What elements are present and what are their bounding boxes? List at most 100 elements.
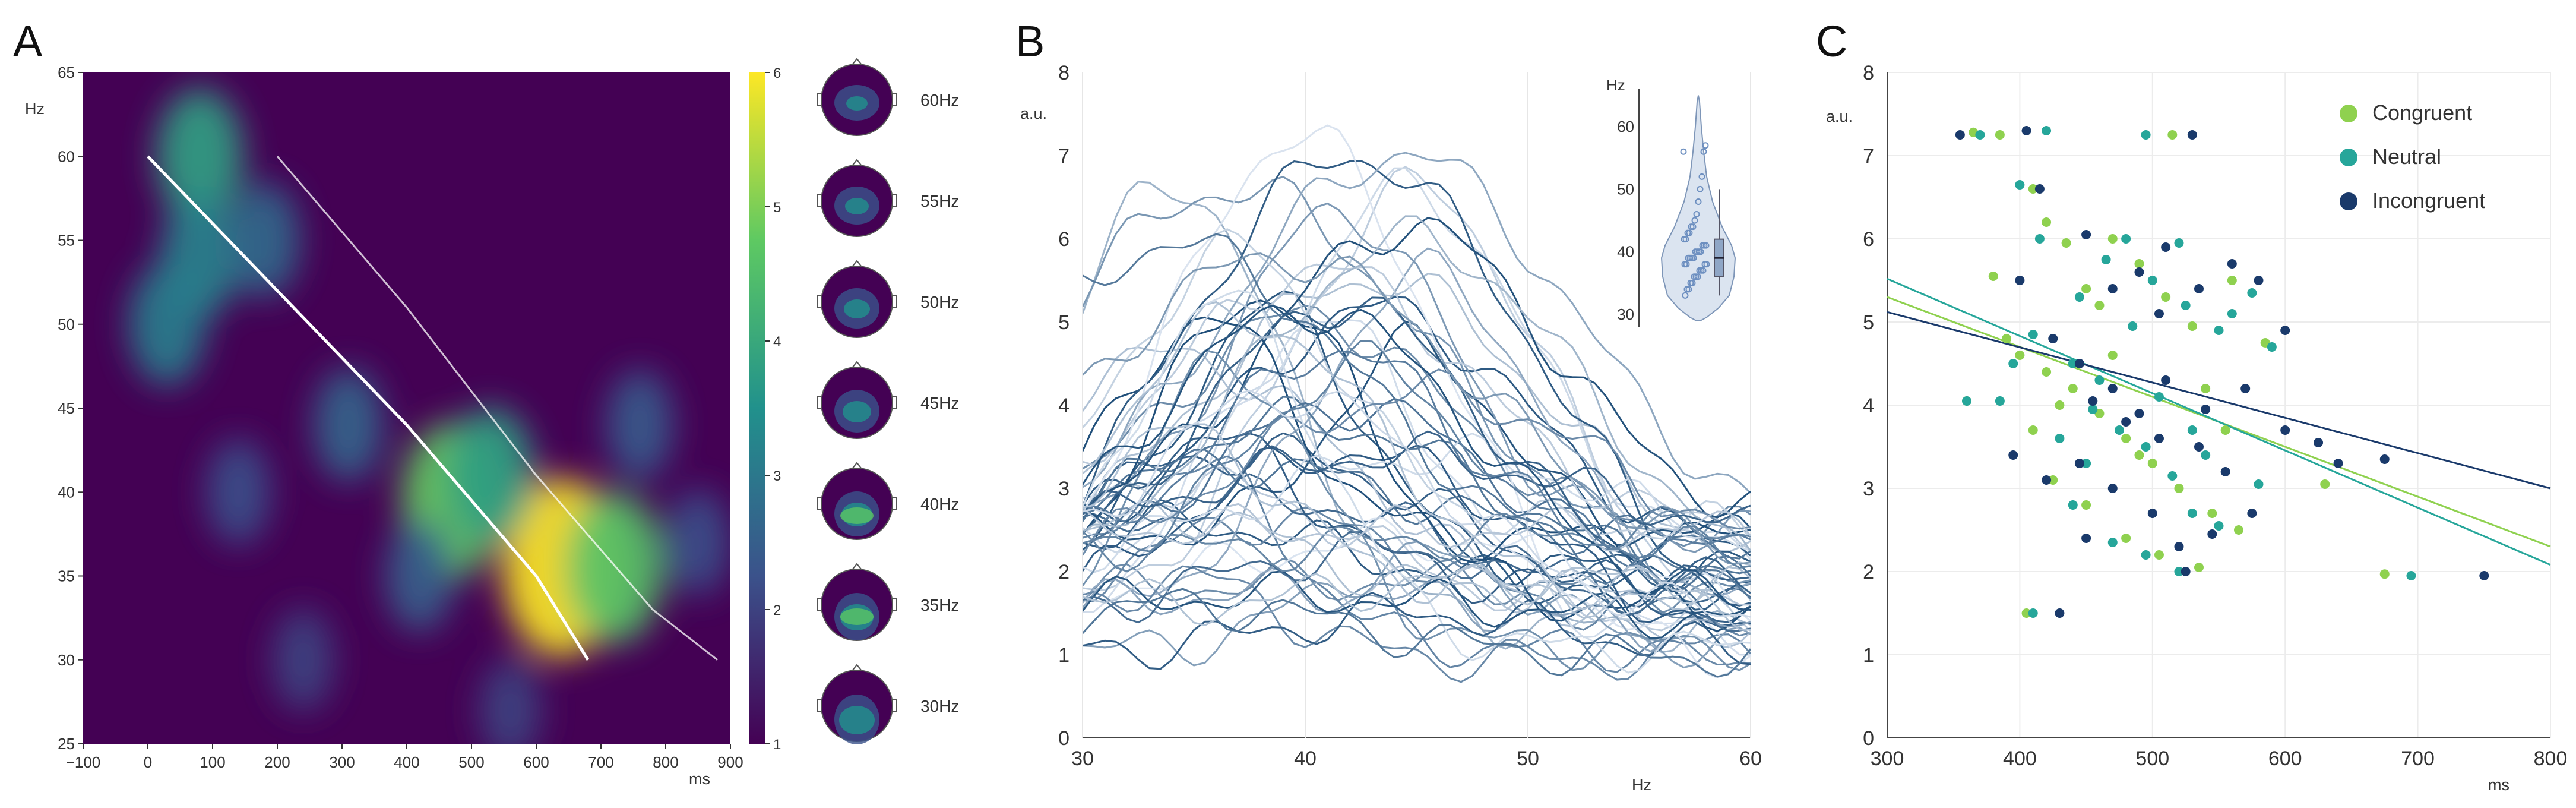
x-tick-label: 30: [1071, 747, 1094, 770]
topomap-ear: [892, 497, 897, 510]
x-tick-label: 300: [329, 753, 355, 771]
topomap-blob: [846, 96, 868, 111]
scatter-point: [2048, 334, 2058, 343]
spectrum-line: [1083, 152, 1751, 494]
topomap-nose: [852, 664, 862, 671]
spectrum-line: [1083, 541, 1751, 669]
colorbar-tick-label: 3: [773, 468, 781, 484]
scatter-point: [2234, 525, 2244, 535]
violin-point: [1683, 286, 1691, 293]
scatter-point: [2094, 301, 2105, 310]
inset-tick-label: 40: [1617, 243, 1634, 261]
y-tick-label: 30: [58, 651, 75, 669]
topomap-label: 30Hz: [920, 697, 959, 715]
spectrum-line: [1083, 389, 1751, 618]
scatter-point: [2207, 509, 2217, 518]
scatter-point: [2028, 608, 2038, 618]
spectrum-line: [1083, 500, 1751, 614]
y-tick-label: 40: [58, 483, 75, 501]
violin-point: [1684, 229, 1691, 236]
scatter-point: [2247, 288, 2257, 298]
scatter-point: [2121, 534, 2131, 543]
scatter-point: [2201, 450, 2211, 460]
legend-marker-congruent: [2340, 105, 2357, 122]
scatter-point: [2280, 425, 2290, 435]
y-tick-label: 6: [1058, 228, 1069, 251]
violin-point: [1698, 173, 1705, 180]
scatter-point: [2220, 467, 2230, 476]
inset-tick-label: 30: [1617, 305, 1634, 323]
y-tick-label: 2: [1863, 561, 1874, 583]
x-tick-label: 800: [653, 753, 678, 771]
legend-marker-incongruent: [2340, 192, 2357, 210]
spectrum-line: [1083, 432, 1751, 573]
panel-c: 300 400 500 600 700 800 0 1 2 3 4 5 6 7 8 a.u. ms Cong…: [1826, 62, 2567, 794]
topomap-label: 50Hz: [920, 293, 959, 311]
x-tick-label: 50: [1517, 747, 1539, 770]
violin-point: [1682, 292, 1689, 299]
scatter-point: [2081, 534, 2091, 543]
topomap-ear: [892, 295, 897, 308]
scatter-point: [2194, 442, 2204, 452]
y-tick-label: 1: [1863, 644, 1874, 667]
scatter-point: [2479, 571, 2489, 580]
x-tick-label: 40: [1294, 747, 1317, 770]
scatter-point: [2068, 500, 2078, 510]
panel-b-letter: B: [1015, 17, 1045, 66]
scatter-point: [2121, 434, 2131, 443]
scatter-point: [2015, 180, 2025, 190]
violin-point: [1693, 211, 1700, 218]
topomap-blob: [843, 401, 871, 422]
scatter-point: [2114, 425, 2124, 435]
violin-point: [1680, 148, 1687, 155]
x-tick-label: 200: [264, 753, 290, 771]
scatter-point: [2101, 255, 2111, 264]
y-tick-label: 4: [1863, 394, 1874, 417]
scatter-point: [2008, 450, 2018, 460]
scatter-point: [2174, 238, 2184, 248]
topomap-ear: [817, 598, 822, 611]
chirp-line: [147, 155, 590, 661]
violin-point: [1685, 254, 1692, 261]
topomap: 40Hz: [817, 462, 959, 540]
scatter-point: [2174, 484, 2184, 493]
scatter-point: [2134, 259, 2144, 269]
scatter-point: [2074, 359, 2084, 368]
scatter-point: [2201, 384, 2211, 393]
x-tick-label: 400: [2003, 747, 2037, 770]
scatter-point: [2154, 309, 2164, 318]
spectrum-line: [1083, 503, 1751, 552]
spectrum-line: [1083, 346, 1751, 649]
topomap-ear: [892, 93, 897, 106]
scatter-point: [2134, 450, 2144, 460]
scatter-point: [2379, 569, 2390, 579]
scatter-point: [2015, 351, 2025, 360]
scatter-point: [2247, 509, 2257, 518]
violin-point: [1681, 261, 1688, 268]
scatter-point: [2088, 396, 2098, 406]
chirp-lines: [147, 155, 719, 661]
topomap-label: 40Hz: [920, 495, 959, 513]
scatter-point: [2181, 301, 2191, 310]
scatter-point: [2028, 425, 2038, 435]
inset-ylabel: Hz: [1606, 76, 1625, 94]
scatter-point: [2107, 234, 2118, 244]
violin-point: [1699, 242, 1706, 249]
scatter-point: [2240, 384, 2251, 393]
topomap-nose: [852, 159, 862, 166]
scatter-point: [2220, 425, 2230, 435]
topomap-nose: [852, 563, 862, 570]
scatter-point: [2107, 538, 2118, 547]
spectrum-line: [1083, 304, 1751, 611]
scatter-point: [2034, 234, 2045, 244]
scatter-xlabel: ms: [2488, 776, 2509, 794]
y-tick-label: 50: [58, 315, 75, 333]
spectrum-line: [1083, 506, 1751, 637]
topomap-ear: [817, 194, 822, 207]
scatter-point: [1975, 130, 1985, 140]
y-tick-label: 3: [1058, 478, 1069, 500]
spectra-ylabel: a.u.: [1020, 105, 1047, 122]
violin-point: [1700, 148, 1707, 155]
scatter-point: [2055, 434, 2065, 443]
